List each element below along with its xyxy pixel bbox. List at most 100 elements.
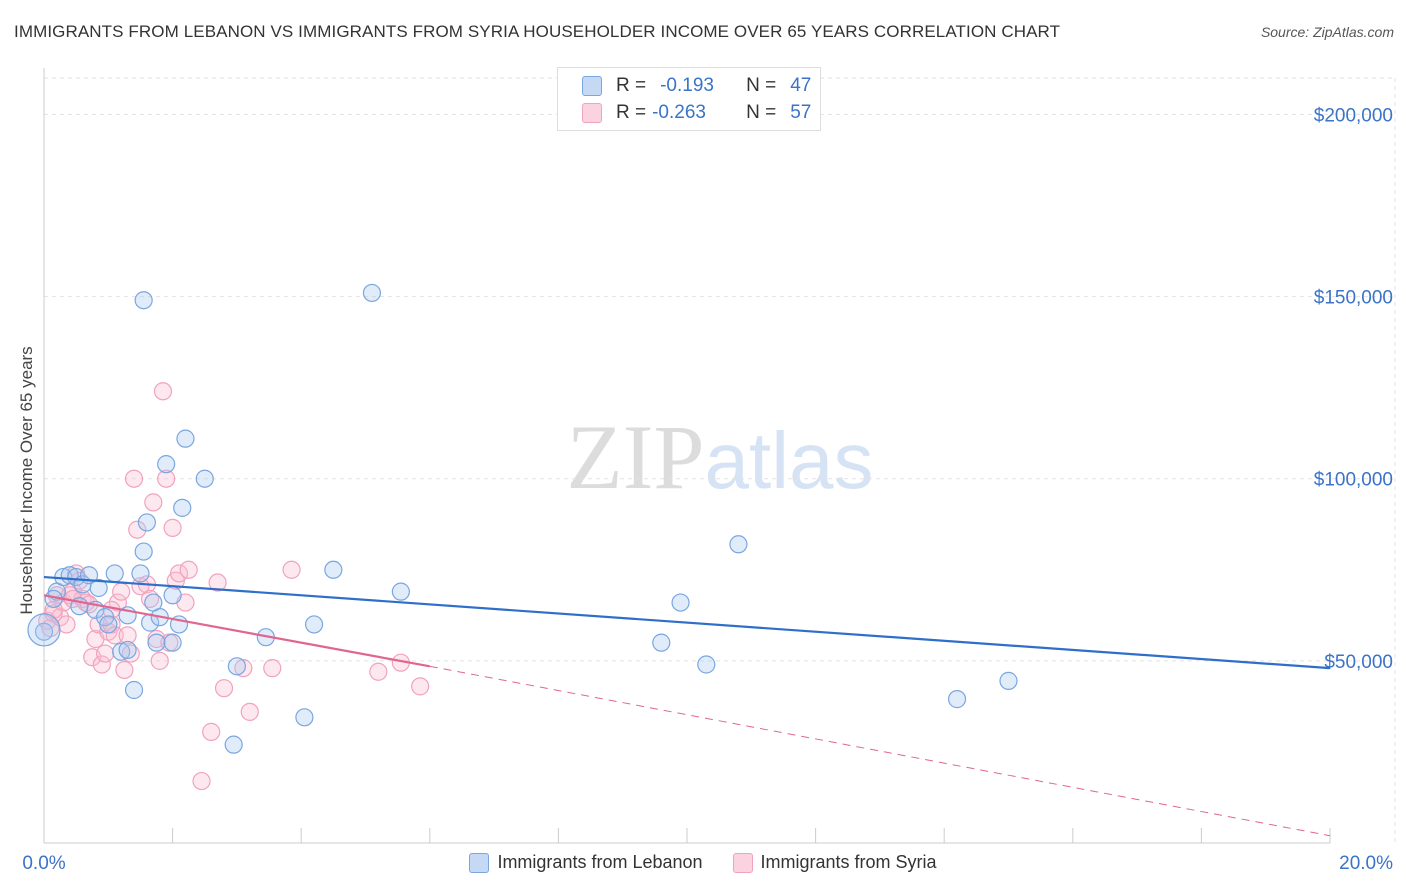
syria-point (240, 702, 259, 721)
lebanon-point (176, 429, 195, 448)
legend-label-lebanon: Immigrants from Lebanon (497, 852, 703, 872)
lebanon-point (134, 542, 153, 561)
x-tick-label: 0.0% (22, 853, 65, 874)
lebanon-point (27, 613, 61, 647)
lebanon-point (147, 633, 166, 652)
syria-point (112, 582, 131, 601)
syria-trend-line (429, 665, 1331, 837)
syria-point (95, 644, 115, 663)
syria-point (108, 593, 128, 612)
r-label: R = (616, 75, 647, 96)
lebanon-point (137, 513, 156, 532)
watermark: ZIPatlas (567, 406, 874, 508)
y-axis-title: Householder Income Over 65 years (17, 346, 36, 614)
syria-trend-line (43, 594, 430, 668)
syria-point (369, 662, 388, 681)
syria-point (179, 560, 198, 579)
n-label: N = (746, 102, 777, 123)
syria-point (157, 469, 176, 488)
syria-point (263, 659, 282, 678)
lebanon-point (144, 593, 163, 612)
n-value: 47 (790, 75, 812, 96)
lebanon-point (173, 498, 192, 517)
source-label: Source: ZipAtlas.com (1260, 24, 1394, 40)
lebanon-point (304, 615, 324, 634)
lebanon-legend-swatch (469, 852, 490, 873)
lebanon-point (134, 291, 153, 310)
n-value: 57 (790, 102, 812, 123)
syria-point (50, 608, 70, 627)
legend-item-syria: Immigrants from Syria (732, 852, 937, 873)
y-tick-label: $200,000 (1314, 105, 1393, 126)
lebanon-point (99, 615, 118, 634)
syria-point (57, 615, 76, 634)
lebanon-point (163, 586, 182, 605)
chart-legend: Immigrants from Lebanon Immigrants from … (0, 852, 1406, 873)
legend-item-lebanon: Immigrants from Lebanon (469, 852, 703, 873)
syria-point (202, 722, 221, 741)
r-value: -0.263 (652, 102, 706, 123)
syria-point (150, 651, 169, 670)
syria-point (118, 626, 137, 645)
lebanon-point (999, 671, 1018, 690)
lebanon-point (131, 564, 150, 583)
stats-row-lebanon: R = -0.193 N = 47 (582, 74, 811, 98)
lebanon-point (195, 469, 214, 488)
lebanon-point (224, 735, 243, 754)
y-tick-label: $100,000 (1314, 470, 1393, 491)
watermark-atlas: atlas (705, 416, 874, 505)
lebanon-trend-line (43, 575, 1331, 670)
syria-point (234, 659, 253, 678)
x-tick-label: 20.0% (1339, 853, 1393, 874)
syria-point (89, 615, 108, 634)
syria-point (124, 469, 144, 488)
lebanon-point (163, 633, 182, 652)
lebanon-point (947, 690, 967, 709)
syria-point (131, 577, 150, 596)
lebanon-point (697, 655, 716, 674)
syria-point (144, 493, 163, 512)
lebanon-point (295, 708, 314, 727)
y-tick-label: $150,000 (1314, 288, 1393, 309)
r-value: -0.193 (660, 75, 714, 96)
lebanon-point (112, 642, 131, 661)
watermark-zip: ZIP (567, 406, 705, 508)
syria-points (38, 382, 430, 791)
syria-point (153, 382, 173, 401)
lebanon-point (34, 622, 54, 641)
lebanon-point (391, 582, 410, 601)
y-tick-label: $50,000 (1324, 652, 1393, 673)
lebanon-point (157, 455, 176, 474)
chart-title: IMMIGRANTS FROM LEBANON VS IMMIGRANTS FR… (14, 22, 1061, 41)
lebanon-swatch (582, 76, 602, 96)
lebanon-point (652, 633, 671, 652)
lebanon-point (105, 564, 124, 583)
syria-point (411, 677, 430, 696)
lebanon-point (362, 283, 382, 303)
lebanon-point (118, 640, 137, 660)
syria-point (92, 655, 111, 674)
syria-swatch (582, 103, 602, 123)
stats-row-syria: R = -0.263 N = 57 (582, 101, 811, 125)
syria-point (214, 679, 234, 698)
lebanon-point (89, 578, 108, 598)
lebanon-points (34, 283, 1018, 754)
lebanon-point (124, 680, 144, 700)
lebanon-point (729, 535, 748, 554)
r-label: R = (616, 102, 647, 123)
lebanon-point (227, 657, 246, 676)
stats-legend: R = -0.193 N = 47 R = -0.263 N = 57 (557, 67, 821, 131)
syria-point (192, 771, 211, 791)
syria-point (169, 564, 189, 583)
syria-legend-swatch (732, 852, 753, 873)
syria-point (282, 560, 301, 579)
lebanon-point (324, 560, 343, 579)
syria-point (128, 520, 147, 539)
legend-label-syria: Immigrants from Syria (760, 852, 937, 872)
syria-point (163, 518, 182, 537)
syria-point (208, 573, 227, 592)
syria-point (105, 626, 124, 645)
n-label: N = (746, 75, 777, 96)
lebanon-point (671, 593, 690, 612)
